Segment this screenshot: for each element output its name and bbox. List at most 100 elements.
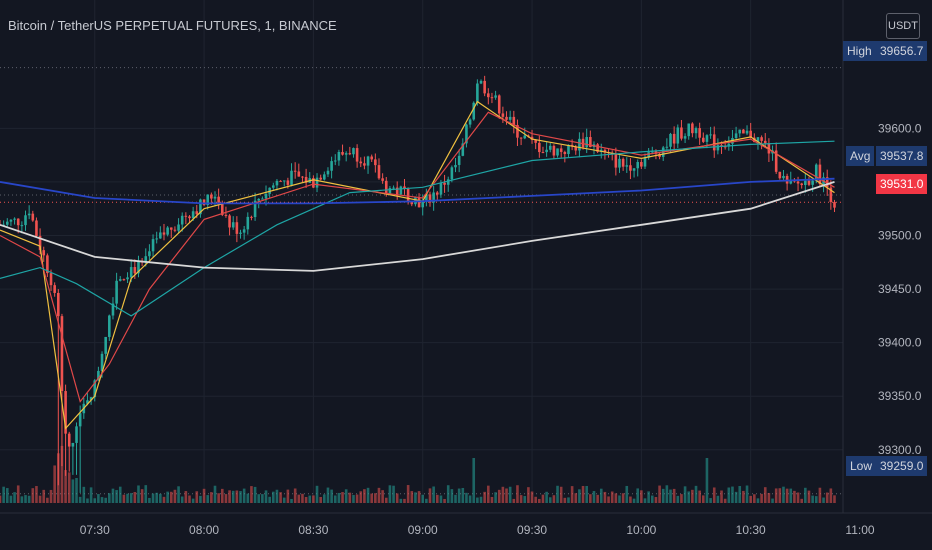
candle-body-174 xyxy=(632,168,636,171)
volume-bar-203 xyxy=(738,486,742,503)
candle-body-111 xyxy=(403,186,406,189)
volume-bar-22 xyxy=(78,496,82,503)
currency-unit-badge[interactable]: USDT xyxy=(886,13,920,39)
candle-body-37 xyxy=(133,267,137,274)
volume-bar-3 xyxy=(9,495,13,503)
candle-body-219 xyxy=(796,181,800,184)
volume-bar-79 xyxy=(286,489,290,503)
volume-bar-188 xyxy=(683,486,687,503)
candle-body-116 xyxy=(421,200,425,208)
candle-body-183 xyxy=(665,146,669,148)
y-tick-label-3: 39450.0 xyxy=(878,282,922,296)
volume-bar-159 xyxy=(578,489,581,503)
candle-body-204 xyxy=(742,129,745,134)
volume-bar-15 xyxy=(53,465,56,503)
volume-bar-51 xyxy=(184,491,188,503)
volume-bar-58 xyxy=(210,492,213,503)
candle-body-21 xyxy=(75,426,78,443)
candle-body-138 xyxy=(501,113,505,117)
low-value: 39259.0 xyxy=(876,456,928,476)
volume-bar-34 xyxy=(122,494,126,503)
candle-body-15 xyxy=(53,285,56,293)
volume-bar-193 xyxy=(702,495,705,503)
volume-bar-1 xyxy=(2,486,5,503)
candle-body-202 xyxy=(734,133,738,138)
candle-body-10 xyxy=(35,220,38,236)
volume-bar-66 xyxy=(239,491,242,503)
candle-body-164 xyxy=(596,144,599,152)
candle-body-154 xyxy=(559,148,563,152)
candle-body-162 xyxy=(589,137,592,148)
candle-body-126 xyxy=(457,155,461,165)
volume-bar-119 xyxy=(432,486,435,503)
candle-body-132 xyxy=(479,80,483,84)
candle-body-113 xyxy=(410,202,414,205)
volume-bar-187 xyxy=(680,494,683,503)
volume-bar-89 xyxy=(323,494,326,503)
volume-bar-196 xyxy=(712,487,716,503)
candle-body-214 xyxy=(778,171,782,179)
volume-bar-60 xyxy=(217,493,220,503)
volume-bar-171 xyxy=(621,493,625,503)
volume-bar-40 xyxy=(144,485,148,503)
volume-bar-30 xyxy=(108,493,111,503)
candle-body-78 xyxy=(282,180,286,182)
volume-bar-118 xyxy=(428,488,432,503)
volume-bar-5 xyxy=(16,485,20,503)
candle-body-193 xyxy=(702,137,705,142)
candle-body-62 xyxy=(224,214,228,216)
candle-body-12 xyxy=(42,250,46,256)
volume-bar-129 xyxy=(468,495,472,503)
candle-body-93 xyxy=(337,151,341,161)
candle-body-191 xyxy=(694,128,698,134)
low-label: Low xyxy=(846,456,877,476)
volume-bar-11 xyxy=(38,495,42,503)
candle-body-71 xyxy=(257,198,261,201)
volume-bar-101 xyxy=(366,487,370,503)
x-tick-label-6: 10:30 xyxy=(736,523,766,537)
volume-bar-18 xyxy=(64,470,67,503)
candle-body-166 xyxy=(603,149,607,153)
volume-bar-45 xyxy=(162,496,166,503)
volume-bar-90 xyxy=(326,487,330,503)
volume-bar-102 xyxy=(370,493,373,503)
volume-bar-145 xyxy=(527,487,530,503)
volume-bar-67 xyxy=(242,488,246,503)
candle-body-210 xyxy=(763,140,767,144)
ma-line-yellow xyxy=(0,100,835,430)
volume-bar-166 xyxy=(603,491,607,503)
candle-body-36 xyxy=(129,267,133,278)
candle-body-80 xyxy=(290,170,293,185)
candle-body-197 xyxy=(716,145,720,151)
candle-body-54 xyxy=(195,211,199,215)
candle-body-14 xyxy=(49,273,53,286)
volume-bar-126 xyxy=(457,488,461,503)
volume-bar-6 xyxy=(20,496,24,503)
candle-body-196 xyxy=(712,134,716,151)
candle-body-92 xyxy=(333,160,337,162)
candle-body-188 xyxy=(683,136,687,139)
volume-bar-23 xyxy=(82,486,86,503)
avg-value: 39537.8 xyxy=(876,146,928,166)
volume-bar-132 xyxy=(479,496,483,503)
candle-body-70 xyxy=(253,200,257,218)
high-value: 39656.7 xyxy=(876,41,928,61)
volume-bar-154 xyxy=(559,486,563,503)
volume-bar-2 xyxy=(5,488,9,503)
x-tick-label-7: 11:00 xyxy=(845,523,874,537)
volume-bar-146 xyxy=(530,491,534,503)
volume-bar-182 xyxy=(661,488,665,503)
y-tick-label-2: 39400.0 xyxy=(878,336,922,350)
ma-line-teal xyxy=(0,140,835,317)
volume-bar-135 xyxy=(490,496,494,503)
volume-bar-148 xyxy=(538,498,541,503)
volume-bar-133 xyxy=(483,491,486,503)
x-tick-label-4: 09:30 xyxy=(517,523,547,537)
volume-bar-20 xyxy=(71,479,75,503)
candle-body-87 xyxy=(315,177,319,188)
volume-bar-215 xyxy=(782,486,785,503)
candle-body-229 xyxy=(833,201,836,208)
volume-bar-113 xyxy=(410,491,414,503)
